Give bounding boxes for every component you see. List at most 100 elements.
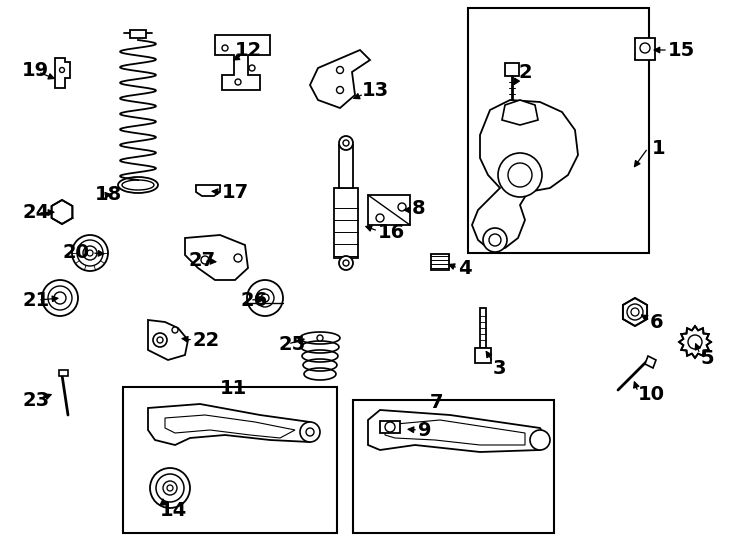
Circle shape [153, 333, 167, 347]
Polygon shape [679, 326, 711, 358]
Text: 7: 7 [430, 393, 443, 411]
Bar [480, 308, 486, 348]
Circle shape [385, 422, 395, 432]
Text: 14: 14 [160, 501, 187, 519]
Bar [123, 387, 337, 533]
Bar [635, 38, 655, 60]
Bar [334, 188, 358, 258]
Circle shape [247, 280, 283, 316]
Circle shape [339, 136, 353, 150]
Circle shape [640, 43, 650, 53]
Polygon shape [148, 404, 318, 445]
Circle shape [72, 235, 108, 271]
Text: 6: 6 [650, 313, 664, 332]
Polygon shape [148, 320, 188, 360]
Polygon shape [196, 185, 220, 196]
Circle shape [48, 286, 72, 310]
Text: 3: 3 [493, 359, 506, 377]
Circle shape [336, 86, 344, 93]
Text: 21: 21 [22, 291, 49, 309]
Bar [380, 421, 400, 433]
Circle shape [317, 335, 323, 341]
Circle shape [172, 327, 178, 333]
Circle shape [234, 254, 242, 262]
Circle shape [235, 79, 241, 85]
Circle shape [508, 163, 532, 187]
Text: 1: 1 [652, 138, 666, 158]
Circle shape [150, 468, 190, 508]
Circle shape [167, 485, 173, 491]
Text: 20: 20 [63, 244, 90, 262]
Text: 5: 5 [700, 348, 713, 368]
Polygon shape [475, 348, 491, 363]
Text: 24: 24 [22, 204, 49, 222]
Text: 23: 23 [22, 390, 49, 409]
Circle shape [627, 304, 643, 320]
Polygon shape [368, 410, 548, 452]
Text: 26: 26 [240, 291, 267, 309]
Polygon shape [623, 298, 647, 326]
Text: 8: 8 [412, 199, 426, 218]
Text: 10: 10 [638, 386, 665, 404]
Polygon shape [55, 58, 70, 88]
Circle shape [59, 68, 65, 72]
Circle shape [306, 428, 314, 436]
Text: 11: 11 [220, 379, 247, 397]
Circle shape [77, 240, 103, 266]
Polygon shape [385, 420, 525, 445]
Circle shape [498, 153, 542, 197]
Circle shape [300, 422, 320, 442]
Circle shape [336, 66, 344, 73]
Polygon shape [310, 50, 370, 108]
Polygon shape [51, 200, 73, 224]
Circle shape [530, 430, 550, 450]
Text: 27: 27 [188, 251, 215, 269]
Text: 16: 16 [378, 224, 405, 242]
Text: 19: 19 [22, 60, 49, 79]
Polygon shape [645, 356, 656, 368]
Circle shape [339, 256, 353, 270]
Circle shape [343, 140, 349, 146]
Circle shape [261, 294, 269, 302]
Polygon shape [368, 195, 410, 225]
Circle shape [42, 280, 78, 316]
Text: 25: 25 [278, 335, 305, 354]
Bar [431, 254, 449, 270]
Bar [353, 400, 554, 533]
Circle shape [157, 337, 163, 343]
Circle shape [489, 234, 501, 246]
Text: 18: 18 [95, 186, 123, 205]
Text: 15: 15 [668, 40, 695, 59]
Text: 17: 17 [222, 183, 249, 201]
Text: 4: 4 [458, 259, 472, 278]
Bar [339, 145, 353, 188]
Text: 22: 22 [193, 330, 220, 349]
Circle shape [256, 289, 274, 307]
Circle shape [222, 45, 228, 51]
Polygon shape [130, 30, 146, 38]
Circle shape [343, 260, 349, 266]
Text: 9: 9 [418, 421, 432, 440]
Text: 13: 13 [362, 80, 389, 99]
Circle shape [483, 228, 507, 252]
Circle shape [163, 481, 177, 495]
Circle shape [83, 246, 97, 260]
Circle shape [201, 256, 209, 264]
Circle shape [249, 65, 255, 71]
Bar [59, 370, 68, 376]
Circle shape [54, 292, 66, 304]
Polygon shape [505, 63, 519, 76]
Polygon shape [185, 235, 248, 280]
Polygon shape [215, 35, 270, 90]
Circle shape [156, 474, 184, 502]
Polygon shape [502, 100, 538, 125]
Polygon shape [472, 100, 578, 250]
Circle shape [688, 335, 702, 349]
Text: 2: 2 [518, 63, 531, 82]
Circle shape [87, 250, 93, 256]
Circle shape [398, 203, 406, 211]
Circle shape [376, 214, 384, 222]
Circle shape [631, 308, 639, 316]
Bar [468, 8, 649, 253]
Polygon shape [165, 415, 295, 438]
